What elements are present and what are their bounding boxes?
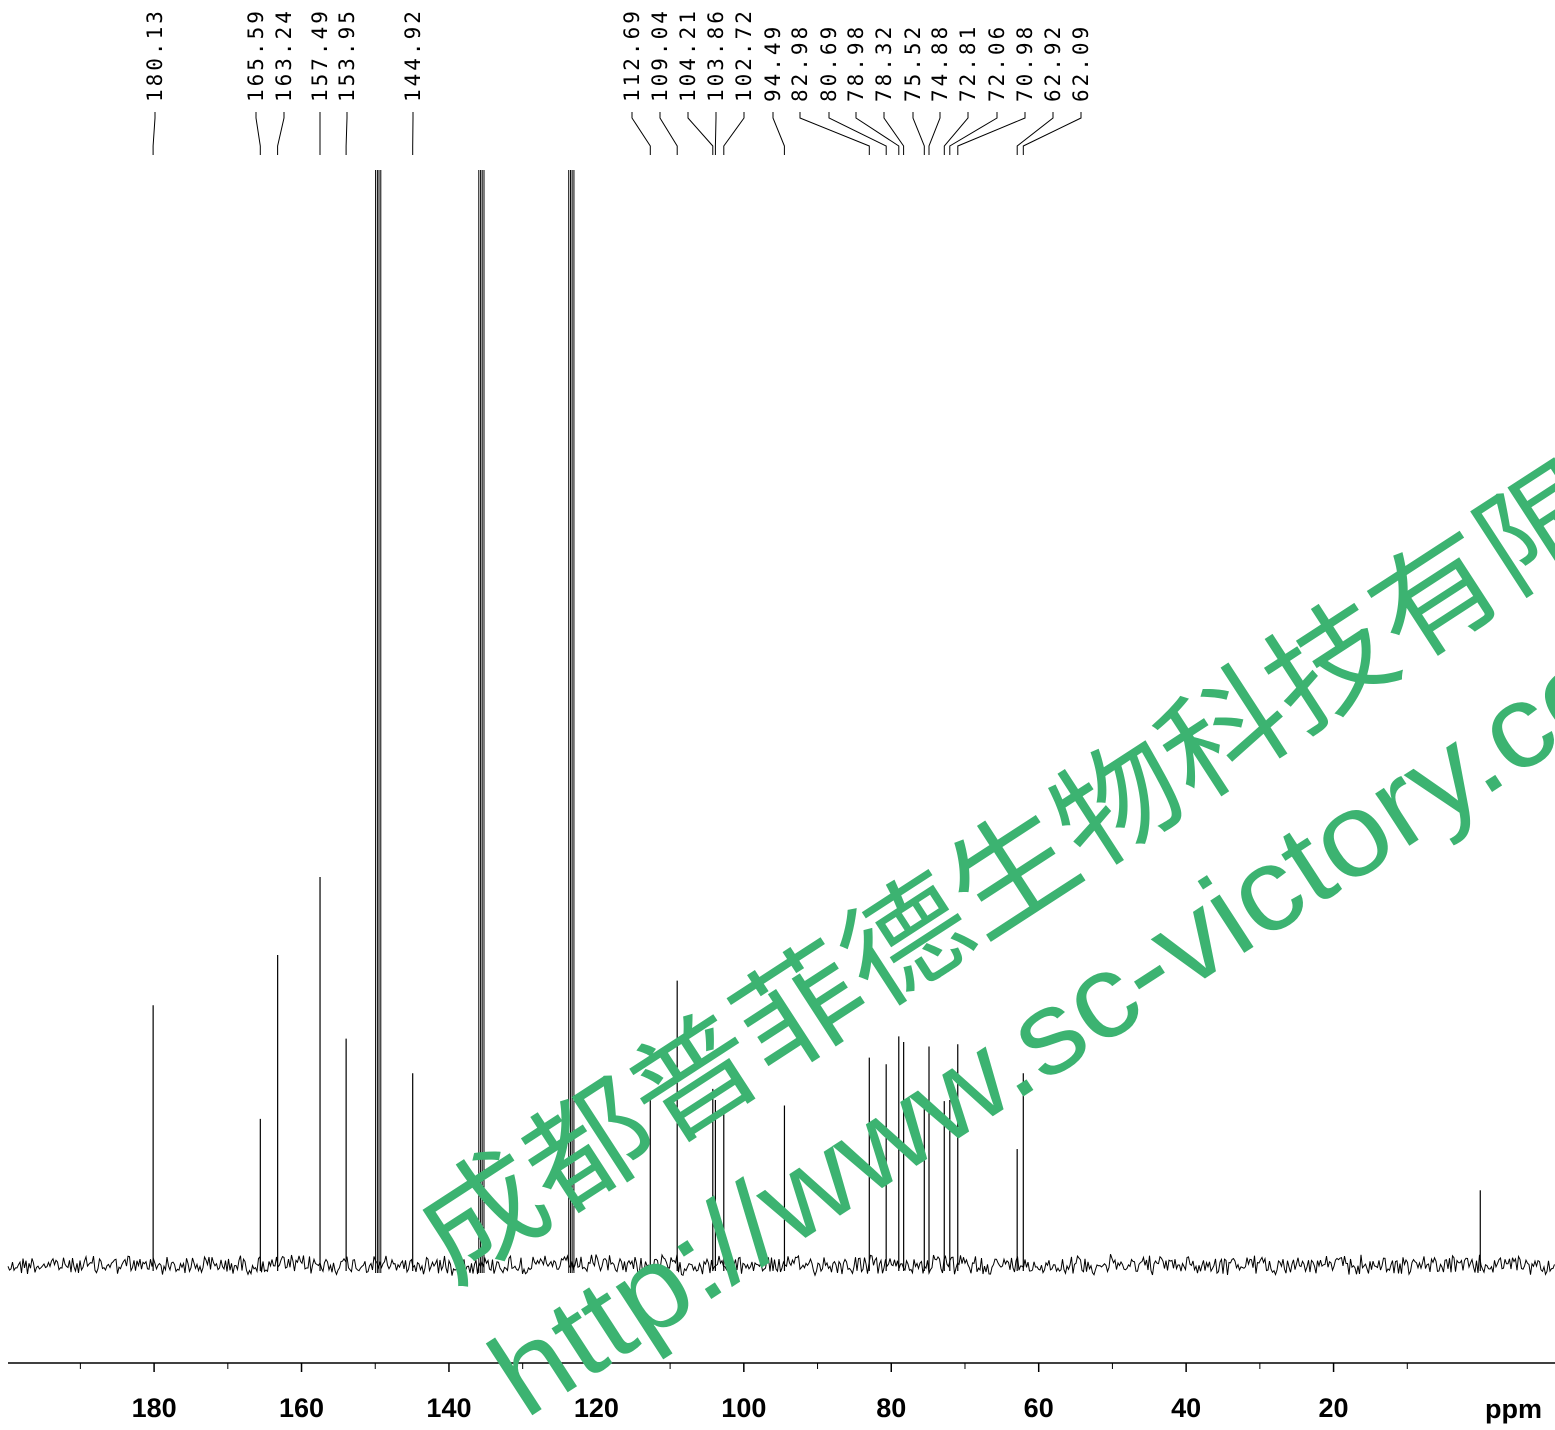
x-axis-tick-label: 120: [574, 1393, 619, 1423]
peak-label: 72.81: [956, 24, 980, 102]
peak-label-connector: [631, 112, 651, 155]
peak-label: 70.98: [1013, 24, 1037, 102]
peak-label: 62.09: [1069, 24, 1093, 102]
peak-label-connector: [1022, 112, 1082, 155]
watermark: 成都普菲德生物科技有限 http://www.sc-victory.co: [392, 436, 1555, 1430]
peak-label: 157.49: [308, 8, 332, 102]
tick-group: 180 160 140 120 100 80 60 40 20: [79, 1363, 1408, 1423]
peak-label-connector: [659, 112, 678, 155]
peak-label: 102.72: [732, 8, 756, 102]
peak-label-connector: [928, 112, 941, 155]
peak-connector-group: [152, 112, 1082, 155]
peak-label: 82.98: [788, 24, 812, 102]
peak-label-connector: [255, 112, 261, 155]
peak-label: 103.86: [704, 8, 728, 102]
peak-label: 109.04: [648, 8, 672, 102]
x-axis-tick-label: 80: [876, 1393, 906, 1423]
peak-label-connector: [957, 112, 1026, 155]
peak-label: 74.88: [928, 24, 952, 102]
x-axis-unit-label: ppm: [1485, 1394, 1542, 1424]
peak-label: 165.59: [244, 8, 268, 102]
x-axis-tick-label: 60: [1024, 1393, 1054, 1423]
peak-label-connector: [949, 112, 998, 155]
peak-label-group: 180.13 165.59 163.24 157.49 153.95 144.92 112.…: [143, 8, 1093, 102]
peak-group: [152, 170, 1481, 1273]
peak-label-connector: [855, 112, 900, 155]
watermark-url: http://www.sc-victory.co: [467, 618, 1555, 1430]
peak-label: 80.69: [817, 24, 841, 102]
peak-label: 62.92: [1041, 24, 1065, 102]
x-axis-tick-label: 100: [721, 1393, 766, 1423]
peak-label: 72.06: [985, 24, 1009, 102]
peak-label-connector: [1016, 112, 1054, 155]
peak-label-connector: [943, 112, 969, 155]
peak-label-connector: [772, 112, 785, 155]
peak-label-connector: [912, 112, 925, 155]
peak-label: 153.95: [335, 8, 359, 102]
peak-label-connector: [152, 112, 156, 155]
peak-label: 94.49: [761, 24, 785, 102]
peak-label: 163.24: [272, 8, 296, 102]
peak-label-connector: [883, 112, 905, 155]
spectrum-trace: [7, 1253, 1555, 1277]
peak-label: 75.52: [901, 24, 925, 102]
peak-label-connector: [345, 112, 348, 155]
peak-label: 104.21: [676, 8, 700, 102]
peak-label: 144.92: [401, 8, 425, 102]
peak-label: 112.69: [620, 8, 644, 102]
peak-label: 78.98: [844, 24, 868, 102]
peak-label-connector: [828, 112, 887, 155]
peak-label-connector: [723, 112, 745, 155]
peak-label: 78.32: [872, 24, 896, 102]
x-axis-tick-label: 140: [426, 1393, 471, 1423]
x-axis-tick-label: 180: [132, 1393, 177, 1423]
peak-label: 180.13: [143, 8, 167, 102]
x-axis-tick-label: 40: [1171, 1393, 1201, 1423]
peak-label-connector: [277, 112, 285, 155]
peak-label-connector: [687, 112, 714, 155]
x-axis-tick-label: 20: [1319, 1393, 1349, 1423]
peak-label-connector: [714, 112, 717, 155]
x-axis-tick-label: 160: [279, 1393, 324, 1423]
peak-label-connector: [799, 112, 870, 155]
